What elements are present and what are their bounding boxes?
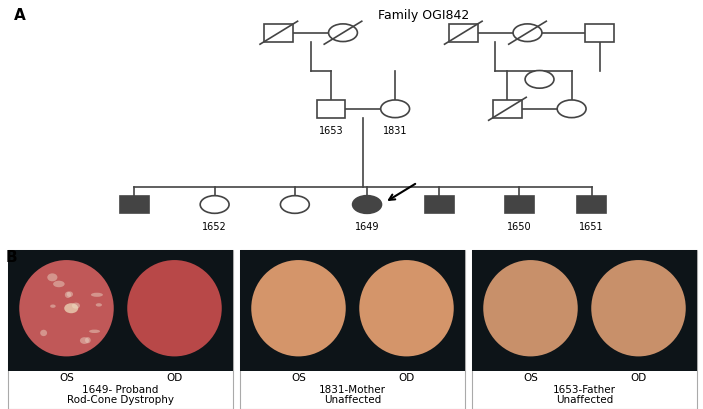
Text: 1650: 1650 (507, 222, 531, 232)
Polygon shape (120, 196, 149, 213)
Text: Unaffected: Unaffected (556, 395, 613, 405)
Ellipse shape (50, 304, 56, 308)
Polygon shape (240, 250, 465, 371)
Ellipse shape (91, 293, 103, 297)
Text: 1653-Father: 1653-Father (553, 385, 616, 395)
Text: Family OGI842: Family OGI842 (378, 9, 469, 22)
Ellipse shape (64, 303, 78, 313)
Ellipse shape (65, 292, 71, 298)
Ellipse shape (40, 330, 47, 336)
Text: 1649- Proband: 1649- Proband (82, 385, 159, 395)
Ellipse shape (19, 260, 114, 356)
Text: A: A (14, 8, 26, 23)
Ellipse shape (85, 337, 91, 343)
Ellipse shape (47, 273, 58, 281)
Polygon shape (425, 196, 453, 213)
Ellipse shape (89, 330, 100, 333)
Text: 1651: 1651 (579, 222, 604, 232)
Text: 1831: 1831 (383, 126, 407, 137)
Circle shape (328, 24, 357, 42)
Polygon shape (240, 250, 465, 409)
Polygon shape (505, 196, 534, 213)
Text: OD: OD (167, 373, 183, 383)
Circle shape (200, 196, 229, 213)
Polygon shape (8, 250, 233, 409)
Text: 1649: 1649 (355, 222, 380, 232)
Text: OS: OS (291, 373, 306, 383)
Text: 1831-Mother: 1831-Mother (319, 385, 386, 395)
Ellipse shape (67, 291, 73, 297)
Polygon shape (472, 250, 697, 371)
Polygon shape (8, 250, 233, 371)
Polygon shape (586, 24, 614, 42)
Text: OS: OS (523, 373, 538, 383)
Polygon shape (449, 24, 478, 42)
Ellipse shape (359, 260, 453, 356)
Polygon shape (264, 24, 293, 42)
Text: Rod-Cone Dystrophy: Rod-Cone Dystrophy (67, 395, 174, 405)
Circle shape (513, 24, 542, 42)
Text: B: B (6, 250, 18, 265)
Polygon shape (316, 100, 345, 118)
Text: OD: OD (399, 373, 415, 383)
Circle shape (280, 196, 309, 213)
Ellipse shape (251, 260, 346, 356)
Ellipse shape (80, 337, 89, 344)
Circle shape (557, 100, 586, 118)
Text: Unaffected: Unaffected (324, 395, 381, 405)
Polygon shape (472, 250, 697, 409)
Circle shape (353, 196, 382, 213)
Polygon shape (493, 100, 522, 118)
Text: OS: OS (59, 373, 74, 383)
Text: OD: OD (631, 373, 647, 383)
Circle shape (381, 100, 410, 118)
Ellipse shape (591, 260, 685, 356)
Text: 1653: 1653 (318, 126, 343, 137)
Ellipse shape (127, 260, 221, 356)
Ellipse shape (72, 303, 80, 309)
Ellipse shape (483, 260, 578, 356)
Polygon shape (577, 196, 606, 213)
Circle shape (525, 70, 554, 88)
Text: 1652: 1652 (202, 222, 227, 232)
Ellipse shape (53, 281, 65, 287)
Ellipse shape (96, 303, 102, 307)
